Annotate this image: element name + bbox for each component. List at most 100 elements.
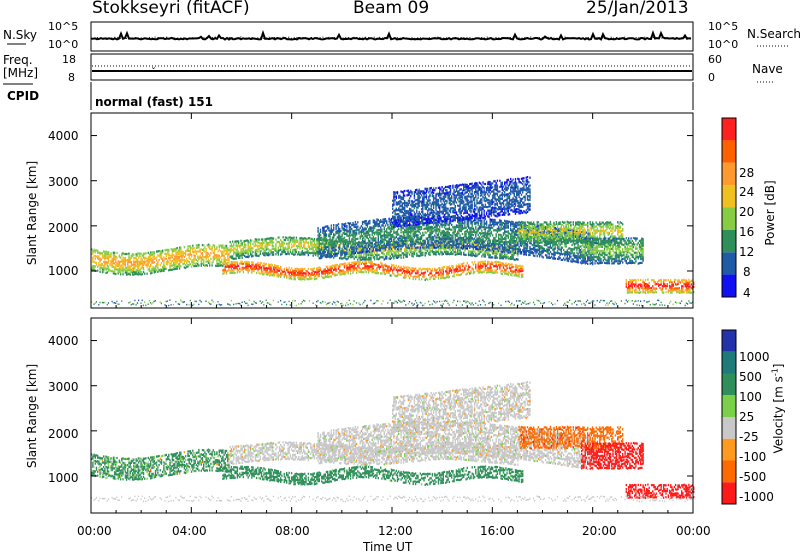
power-cell <box>299 276 301 279</box>
power-cell <box>231 245 234 248</box>
power-cell <box>390 221 393 224</box>
power-cell <box>354 247 357 250</box>
power-cell <box>389 231 391 234</box>
power-cell <box>393 197 395 200</box>
power-cell <box>435 208 437 211</box>
power-cell <box>281 269 283 272</box>
power-cell <box>445 246 447 249</box>
power-cell <box>295 304 297 307</box>
power-cell <box>453 201 455 204</box>
power-cell <box>158 269 160 272</box>
power-cell <box>417 194 419 197</box>
power-cell <box>410 208 412 211</box>
power-cell <box>194 254 196 258</box>
power-cell <box>380 265 382 268</box>
power-cell <box>445 240 447 243</box>
power-cell <box>423 276 425 279</box>
power-cell <box>100 262 102 265</box>
power-cell <box>319 252 322 255</box>
power-cell <box>310 275 312 278</box>
power-cell <box>268 267 270 270</box>
power-cell <box>287 238 289 241</box>
power-cell <box>443 187 446 190</box>
power-cell <box>369 240 371 243</box>
power-cell <box>457 214 459 217</box>
power-cell <box>304 243 306 246</box>
power-cell <box>432 275 435 278</box>
power-cell <box>406 189 408 192</box>
power-cell <box>259 264 261 267</box>
power-cell <box>97 269 99 272</box>
power-cell <box>459 204 461 207</box>
power-cell <box>370 299 372 302</box>
power-cell <box>175 247 177 250</box>
power-cell <box>439 236 441 239</box>
power-cell <box>428 246 430 249</box>
power-cell <box>136 254 139 257</box>
power-cell <box>135 304 137 306</box>
power-cell <box>461 239 464 242</box>
power-cell <box>459 246 461 249</box>
power-cell <box>384 236 387 239</box>
power-cell <box>150 263 152 266</box>
power-cell <box>440 196 442 200</box>
power-cell <box>328 273 330 276</box>
power-cell <box>243 261 246 264</box>
power-cell <box>453 190 455 193</box>
power-cell <box>428 223 430 226</box>
power-cell <box>289 269 292 272</box>
power-cell <box>139 269 141 272</box>
power-cell <box>252 247 254 250</box>
power-cell <box>364 258 366 261</box>
power-cell <box>366 234 369 237</box>
power-cell <box>447 234 449 237</box>
power-cell <box>452 207 454 210</box>
power-cell <box>333 240 335 243</box>
power-cell <box>396 203 399 206</box>
power-cell <box>411 199 413 203</box>
power-cell <box>364 263 366 266</box>
power-cell <box>342 243 344 246</box>
power-cell <box>307 241 310 244</box>
power-cell <box>399 224 401 227</box>
power-cell <box>461 263 464 266</box>
power-cell <box>168 260 170 264</box>
power-cell <box>133 260 135 264</box>
power-ytick: 4000 <box>48 129 79 143</box>
power-cell <box>420 234 423 237</box>
power-cell <box>237 244 240 247</box>
power-cell <box>423 233 425 237</box>
power-cell <box>321 254 323 257</box>
power-cell <box>237 255 240 258</box>
power-cell <box>314 277 317 280</box>
power-cell <box>406 234 408 237</box>
power-cell <box>128 259 130 262</box>
power-cell <box>460 269 462 272</box>
power-cell <box>343 266 346 269</box>
power-cell <box>463 204 465 207</box>
power-cell <box>239 252 241 255</box>
power-cell <box>452 186 454 189</box>
power-cell <box>154 264 157 267</box>
power-cell <box>439 196 441 199</box>
power-cell <box>148 268 151 271</box>
power-cell <box>100 258 102 261</box>
power-cell <box>436 215 438 218</box>
power-cell <box>390 236 393 239</box>
power-cell <box>376 267 378 270</box>
power-cell <box>195 244 198 247</box>
power-cell <box>387 271 389 274</box>
power-cell <box>246 269 248 272</box>
power-cell <box>139 272 141 275</box>
power-cell <box>345 262 347 265</box>
power-cell <box>447 273 449 276</box>
power-cell <box>259 242 261 245</box>
power-cell <box>458 204 460 208</box>
power-cell <box>452 238 454 241</box>
power-cell <box>428 221 430 224</box>
power-cell <box>271 243 273 246</box>
power-cell <box>376 300 378 302</box>
power-cell <box>154 257 157 260</box>
power-cell <box>398 213 400 216</box>
power-cell <box>424 206 426 209</box>
